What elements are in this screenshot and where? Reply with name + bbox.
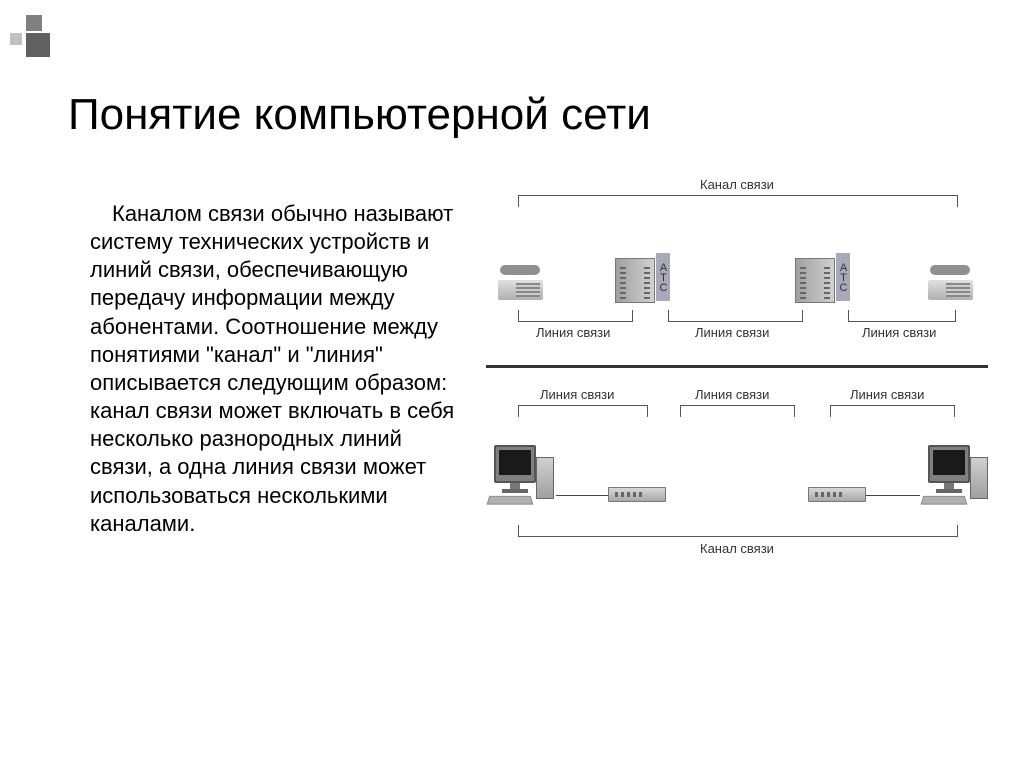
- body-paragraph: Каналом связи обычно называют систему те…: [90, 200, 470, 538]
- satellite-dish-icon: [675, 453, 703, 483]
- satellite-dish-icon: [772, 453, 800, 483]
- computer-icon: [918, 445, 990, 507]
- ats-icon: АТС: [615, 253, 670, 303]
- modem-icon: [808, 487, 866, 502]
- ats-icon: АТС: [795, 253, 850, 303]
- phone-icon: [498, 265, 543, 300]
- modem-icon: [608, 487, 666, 502]
- slide-decoration: [10, 15, 50, 55]
- phone-icon: [928, 265, 973, 300]
- slide-title: Понятие компьютерной сети: [68, 90, 651, 140]
- computer-icon: [484, 445, 556, 507]
- network-diagram: Канал связи АТС АТС Линия связи Линия св…: [480, 195, 1000, 590]
